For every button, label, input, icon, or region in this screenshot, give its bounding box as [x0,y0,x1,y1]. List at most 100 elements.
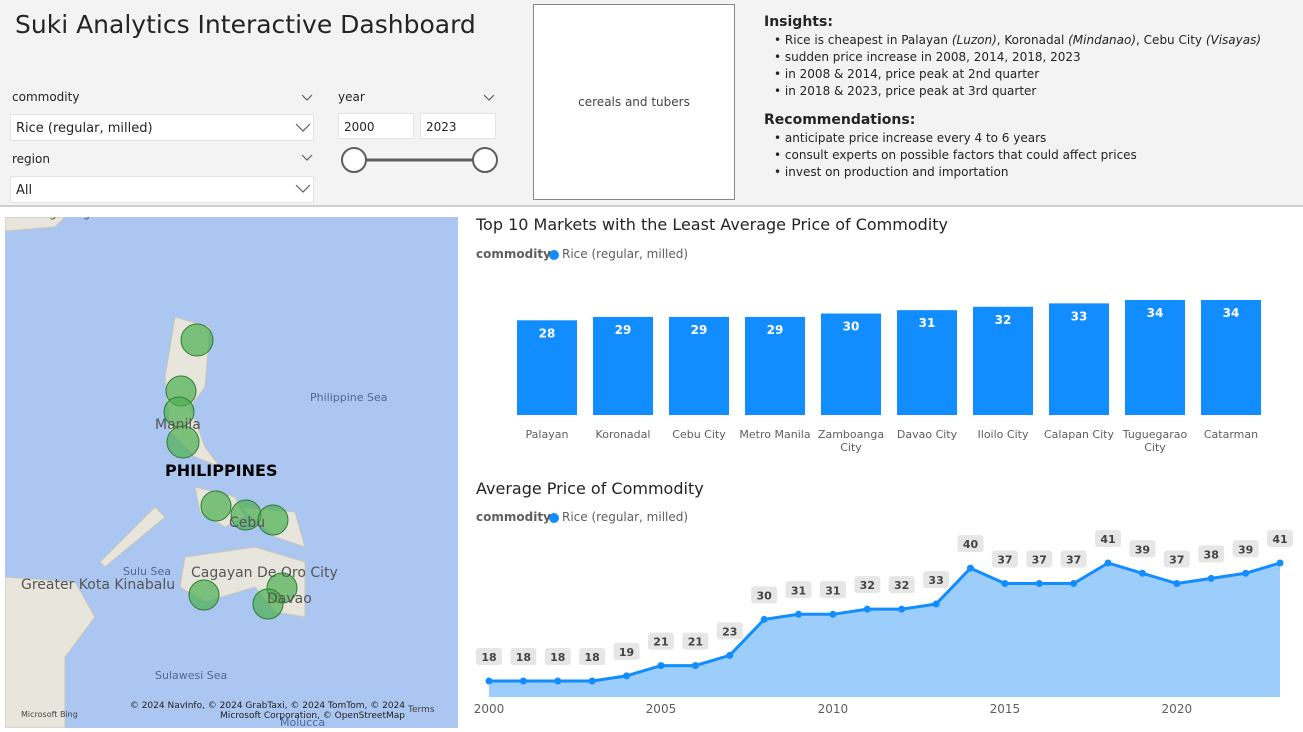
area [489,563,1280,697]
bar [1049,303,1109,415]
map-label: Manila [155,417,201,433]
x-tick-label: 2015 [990,702,1021,716]
bar [897,310,957,415]
text: invest on production and importation [784,165,1009,179]
text: in 2018 & 2023, price peak at 3rd quarte… [784,84,1037,98]
x-tick-label: Tuguegarao City [1122,428,1188,454]
data-label: 32 [894,579,909,592]
legend-label: Rice (regular, milled) [562,247,689,261]
data-label: 32 [995,313,1012,327]
dropdown[interactable]: Rice (regular, milled) [10,114,314,141]
label-bg [957,535,984,553]
label-bg [1095,530,1122,547]
x-tick-label: Catarman [1203,428,1259,441]
text: consult experts on possible factors that… [784,148,1137,162]
point [932,600,940,608]
label-bg [751,586,778,604]
x-tick-label: Iloilo City [977,428,1029,441]
insight-item: • in 2008 & 2014, price peak at 2nd quar… [774,67,1040,81]
label-bg [1232,540,1259,558]
label-bg [1198,545,1225,563]
x-tick-label: Calapan City [1044,428,1114,441]
label-bg [579,648,606,665]
point [863,605,871,613]
data-label: 41 [1100,533,1115,546]
bar [1201,300,1261,415]
label-bg [1129,540,1156,558]
point [691,662,699,670]
slider-handle[interactable] [341,147,367,173]
point [1173,580,1181,588]
bar [517,320,577,415]
legend-marker [549,513,559,523]
point [623,672,631,680]
label-bg [544,648,571,665]
text: sudden price increase in 2008, 2014, 201… [784,50,1081,64]
data-label: 33 [928,574,943,587]
point [966,564,974,572]
map-brand: Microsoft Bing [21,710,78,719]
x-tick-label: Koronadal [595,428,651,441]
label-bg [1060,550,1087,568]
slider-handle[interactable] [472,147,498,173]
data-label: 38 [1204,548,1219,561]
map-terms[interactable]: Terms [407,705,435,715]
data-label: 39 [1135,543,1150,556]
data-label: 18 [516,651,531,664]
insight-item: • in 2018 & 2023, price peak at 3rd quar… [774,84,1037,98]
point [1001,580,1009,588]
data-label: 19 [619,646,634,659]
x-tick-label: Davao City [896,428,958,441]
data-label: 30 [756,589,772,602]
data-label: 28 [539,326,556,340]
bar [745,316,805,415]
label-bg [613,642,640,660]
point [1276,559,1284,567]
legend-title: commodity [476,247,551,261]
filter-label: region [12,152,50,166]
data-label: 37 [997,554,1012,567]
point [1138,569,1146,577]
label-bg [647,632,674,650]
x-tick-label: Palayan [525,428,569,441]
label-bg [510,648,537,665]
text: Rice is cheapest in Palayan [784,33,952,47]
data-label: 29 [767,323,784,337]
bar [821,313,881,415]
rec-item: • anticipate price increase every 4 to 6… [774,131,1047,145]
label-bg [819,581,846,599]
data-label: 18 [550,651,565,664]
data-label: 31 [791,584,806,597]
map[interactable]: Hong Kong Philippine Sea Manila PHILIPPI… [5,217,458,728]
legend-label: Rice (regular, milled) [562,510,689,524]
label-bg [1026,550,1053,568]
point [588,677,596,685]
text: , Cebu City [1136,33,1206,47]
label-bg [682,632,709,650]
point [1207,574,1215,582]
map-label: Sulawesi Sea [155,669,227,682]
point [795,610,803,618]
data-label: 39 [1238,543,1253,556]
label-bg [923,571,950,589]
map-label: Sulu Sea [123,565,171,578]
text: in 2008 & 2014, price peak at 2nd quarte… [784,67,1040,81]
text: (Visayas) [1205,33,1262,47]
filter-icons [295,94,498,193]
year-input[interactable]: 2023 [420,113,496,139]
rec-item: • consult experts on possible factors th… [774,148,1137,162]
label-bg [716,622,743,640]
data-label: 34 [1223,306,1240,320]
label-bg [476,648,502,665]
insight-item: • sudden price increase in 2008, 2014, 2… [774,50,1081,64]
text: anticipate price increase every 4 to 6 y… [784,131,1047,145]
insights: Insights: • Rice is cheapest in Palayan … [764,12,1294,181]
point [829,610,837,618]
year-input[interactable]: 2000 [338,113,414,139]
map-label: Molucca [280,716,325,728]
dropdown[interactable]: All [10,176,314,203]
data-label: 30 [843,320,860,334]
data-label: 32 [860,579,875,592]
point [519,677,527,685]
